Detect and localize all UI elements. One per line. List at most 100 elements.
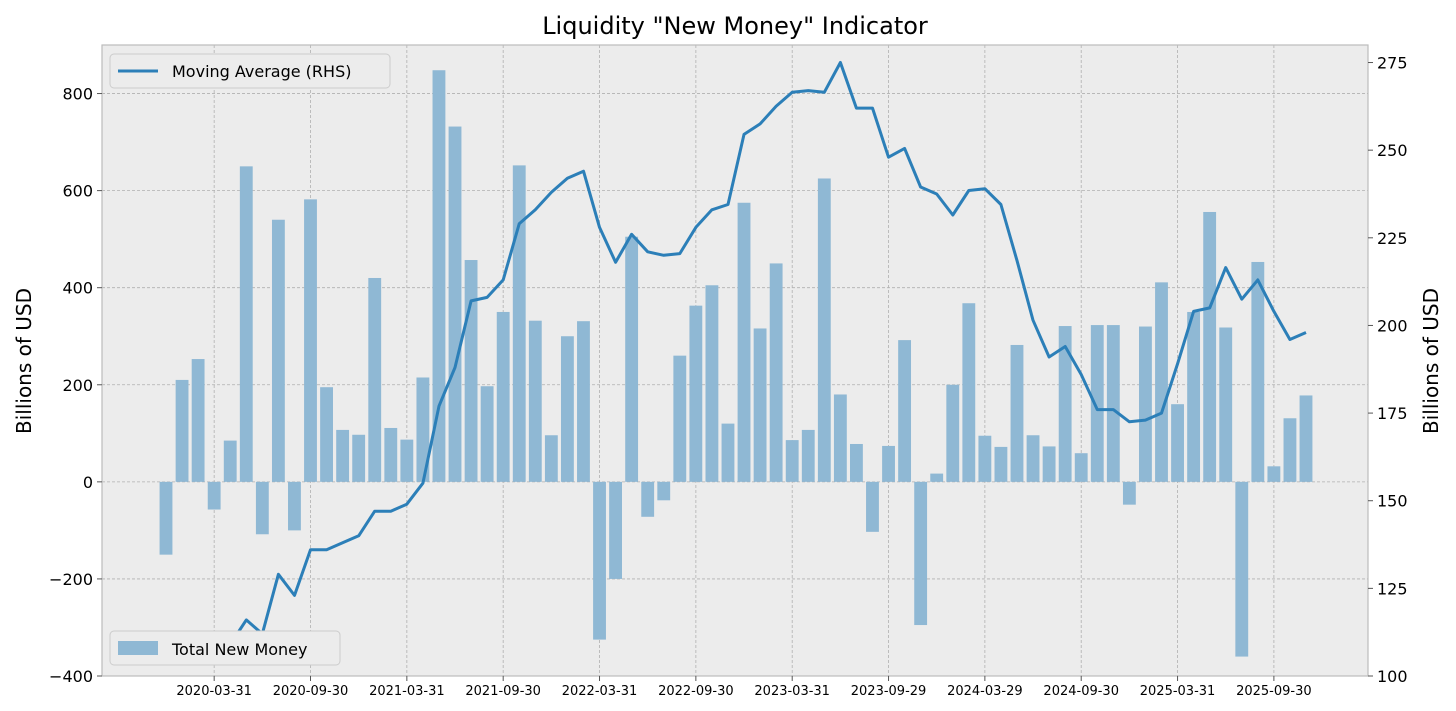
bar [352,434,366,482]
bar [464,260,478,482]
bar [1299,395,1313,482]
bar [769,263,783,482]
bar [544,435,558,482]
bar [496,311,510,482]
bar [625,236,639,482]
right-tick-label: 200 [1377,316,1408,335]
x-tick-label: 2025-09-30 [1236,684,1312,699]
bar [641,481,655,517]
bar [721,423,735,482]
bar [962,303,976,482]
left-tick-label: −200 [49,570,93,589]
bar [785,440,799,482]
legend-bar-swatch [118,641,158,655]
bar [1203,211,1217,482]
left-axis-label: Billions of USD [12,288,36,434]
legend-line: Moving Average (RHS) [109,53,391,89]
bar [978,435,992,482]
bar [528,320,542,482]
legend-bar-box [109,630,341,666]
left-tick-label: 0 [83,473,93,492]
x-tick-label: 2025-03-31 [1140,684,1216,699]
bar [930,473,944,482]
bar [898,340,912,482]
bar [416,377,430,482]
bar [914,481,928,626]
bar [1106,325,1120,482]
bar [1171,404,1184,482]
bar [593,481,606,640]
legend-bar-label: Total New Money [171,640,307,659]
bar [1283,418,1297,482]
bar [432,70,446,482]
bar [400,439,414,482]
bar [1235,481,1249,657]
legend-line-label: Moving Average (RHS) [172,62,351,81]
left-tick-label: 400 [62,279,93,298]
bar [320,387,333,482]
bar [833,394,847,482]
x-tick-label: 2021-03-31 [369,684,445,699]
bar [368,277,382,482]
x-tick-label: 2021-09-30 [465,684,541,699]
left-axis-ticks: −400 −200 0 200 400 600 800 [49,85,102,686]
right-axis-ticks: 100 125 150 175 200 225 250 275 [1368,54,1408,686]
bar [239,166,253,482]
legend-line-box [109,53,391,89]
bar [336,429,350,482]
left-tick-label: 600 [62,182,93,201]
bar [817,178,831,482]
bar [175,379,189,482]
right-axis-label: Billions of USD [1419,288,1443,434]
legend-bar: Total New Money [109,630,341,666]
right-tick-label: 150 [1377,492,1408,511]
bar [1267,466,1281,482]
bar [673,355,687,482]
bar [946,384,960,482]
bar [1219,327,1233,482]
bar [207,481,221,510]
bar [577,321,590,482]
bar [737,202,751,482]
left-tick-label: −400 [49,667,93,686]
bar [384,427,398,482]
x-axis-ticks: 2020-03-31 2020-09-30 2021-03-31 2021-09-30… [176,676,1312,699]
plot-frame [101,44,1369,677]
bar [1010,344,1024,482]
bar [159,481,173,555]
x-tick-label: 2024-03-29 [947,684,1023,699]
bar [1187,311,1201,482]
bar [657,481,671,501]
bar [1026,435,1040,482]
bar [191,359,205,482]
right-tick-label: 250 [1377,141,1408,160]
bar [1122,481,1136,505]
bar [255,481,269,535]
bar [866,481,879,532]
bar [1058,326,1072,482]
bar [512,165,526,482]
bar [1155,282,1168,482]
bar [560,336,574,482]
bar-series [159,70,1313,657]
x-tick-label: 2020-03-31 [176,684,252,699]
x-tick-label: 2023-03-31 [754,684,830,699]
x-tick-label: 2020-09-30 [273,684,349,699]
right-tick-label: 100 [1377,667,1408,686]
chart-title: Liquidity "New Money" Indicator [542,12,928,40]
left-tick-label: 800 [62,85,93,104]
bar [223,440,237,482]
bar [271,219,285,482]
bar [753,328,767,482]
bar [480,386,494,482]
bar [448,126,462,482]
x-tick-label: 2024-09-30 [1043,684,1119,699]
bar [609,481,622,579]
right-tick-label: 225 [1377,229,1408,248]
right-tick-label: 175 [1377,404,1408,423]
bar [850,443,863,482]
bar [705,285,719,482]
bar [882,445,895,482]
x-tick-label: 2023-09-29 [851,684,927,699]
